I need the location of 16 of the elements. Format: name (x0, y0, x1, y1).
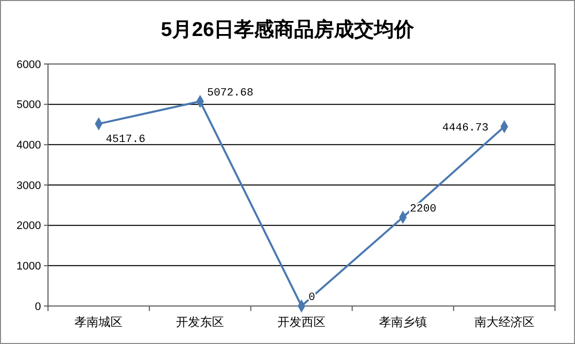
y-tick-label: 6000 (16, 58, 41, 71)
data-label: 4517.6 (106, 134, 146, 146)
x-tick-label: 南大经济区 (474, 315, 534, 329)
y-tick-label: 0 (34, 300, 41, 313)
x-tick-label: 开发西区 (278, 315, 326, 329)
y-tick-label: 1000 (16, 260, 41, 273)
x-tick-label: 孝南乡镇 (378, 315, 427, 329)
x-tick-label: 孝南城区 (74, 315, 123, 329)
y-tick-label: 3000 (16, 180, 41, 192)
x-tick-label: 开发东区 (176, 315, 224, 329)
data-label: 5072.68 (207, 87, 254, 100)
chart-title: 5月26日孝感商品房成交均价 (160, 18, 416, 41)
data-label: 4446.73 (442, 122, 489, 135)
y-tick-label: 2000 (16, 220, 41, 232)
y-tick-label: 4000 (16, 140, 41, 152)
y-tick-label: 5000 (16, 99, 41, 112)
